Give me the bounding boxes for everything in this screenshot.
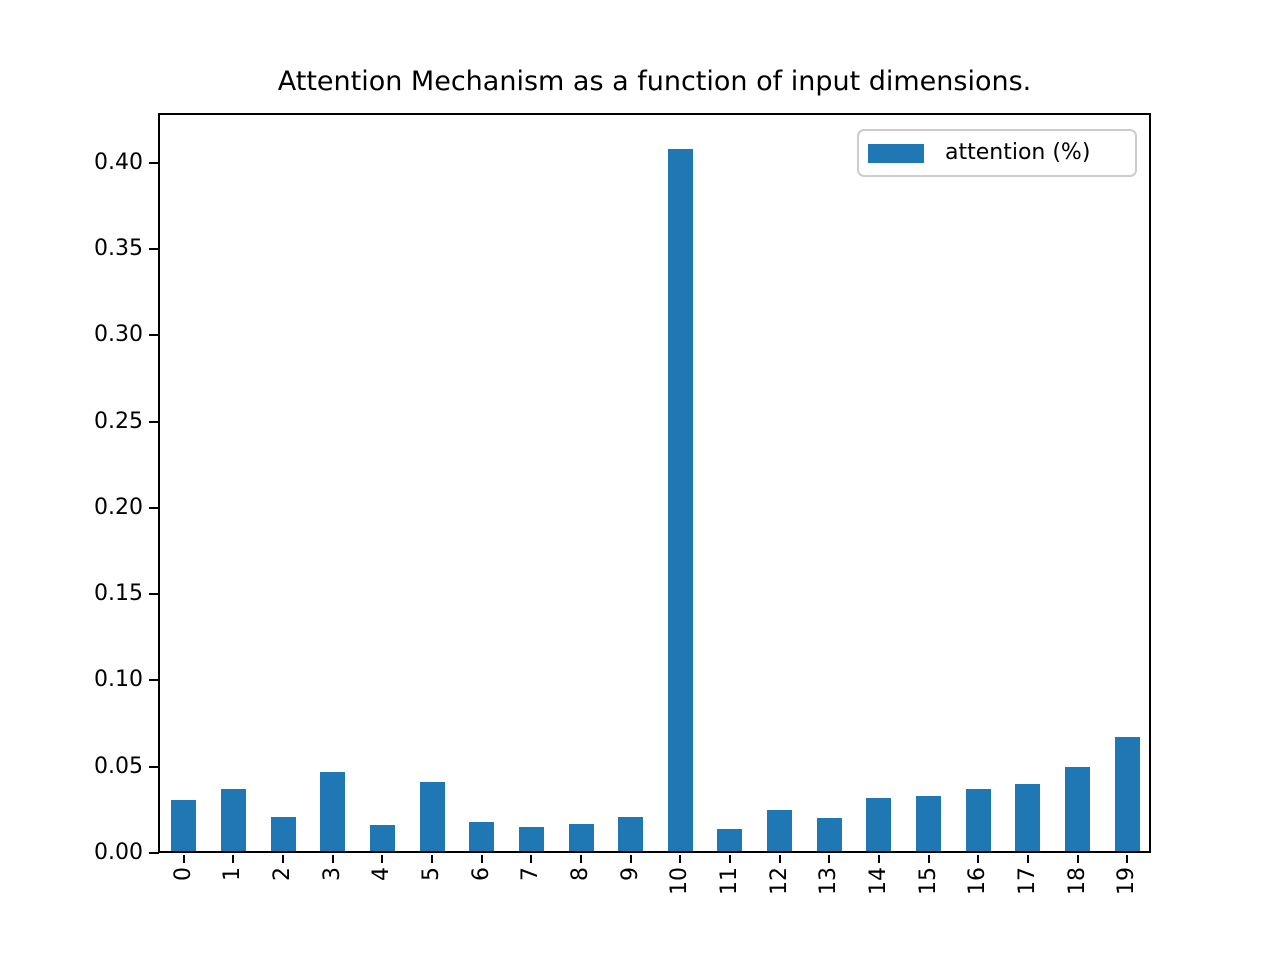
x-tick-mark [331,855,334,863]
x-tick-label: 11 [716,867,742,895]
x-tick-label: 9 [617,867,643,881]
bar-17 [1015,784,1041,853]
y-tick-label: 0.35 [94,236,143,261]
y-tick-mark [149,421,159,423]
x-tick-label: 8 [568,867,594,881]
legend-label: attention (%) [945,140,1091,165]
y-tick-mark [149,507,159,509]
bar-0 [171,800,197,853]
bar-16 [965,789,991,853]
x-tick-mark [1076,855,1079,863]
bar-4 [369,825,395,853]
x-tick-mark [877,855,880,863]
y-tick-mark [149,852,159,854]
y-tick-mark [149,593,159,595]
x-tick-label: 17 [1014,867,1040,895]
y-tick-label: 0.00 [94,840,143,865]
bar-18 [1065,767,1091,853]
y-tick-mark [149,162,159,164]
x-tick-mark [977,855,980,863]
bar-2 [270,817,296,853]
y-tick-label: 0.05 [94,754,143,779]
x-tick-mark [232,855,235,863]
y-tick-mark [149,766,159,768]
bar-12 [767,810,793,853]
y-tick-label: 0.40 [94,150,143,175]
x-tick-label: 3 [319,867,345,881]
x-tick-label: 10 [667,867,693,895]
legend: attention (%) [857,129,1137,177]
x-tick-label: 13 [816,867,842,895]
x-tick-label: 7 [518,867,544,881]
bar-6 [469,822,495,853]
bar-3 [320,772,346,853]
x-tick-mark [679,855,682,863]
x-tick-mark [431,855,434,863]
bar-9 [618,817,644,853]
x-tick-label: 18 [1064,867,1090,895]
bar-13 [816,818,842,853]
x-tick-label: 2 [270,867,296,881]
x-tick-mark [381,855,384,863]
bar-7 [518,827,544,853]
x-tick-label: 1 [220,867,246,881]
x-tick-mark [1026,855,1029,863]
y-tick-label: 0.25 [94,409,143,434]
bar-19 [1114,737,1140,853]
y-tick-label: 0.20 [94,495,143,520]
bar-8 [568,824,594,853]
x-tick-mark [1126,855,1129,863]
x-tick-mark [282,855,285,863]
x-tick-mark [828,855,831,863]
x-tick-mark [629,855,632,863]
x-tick-label: 4 [369,867,395,881]
x-tick-mark [927,855,930,863]
bar-10 [667,149,693,853]
x-tick-label: 19 [1114,867,1140,895]
x-tick-mark [182,855,185,863]
plot-area: attention (%) [158,113,1151,853]
x-tick-label: 0 [170,867,196,881]
chart-title: Attention Mechanism as a function of inp… [277,66,1032,97]
x-tick-label: 15 [915,867,941,895]
y-tick-mark [149,248,159,250]
bar-5 [419,782,445,853]
x-tick-mark [480,855,483,863]
x-tick-label: 12 [766,867,792,895]
x-tick-label: 5 [419,867,445,881]
x-tick-label: 16 [965,867,991,895]
bar-1 [220,789,246,853]
x-tick-label: 6 [468,867,494,881]
x-tick-mark [530,855,533,863]
bar-14 [866,798,892,853]
bar-11 [717,829,743,853]
x-tick-label: 14 [865,867,891,895]
bar-15 [916,796,942,853]
legend-swatch-icon [868,143,924,163]
y-tick-label: 0.30 [94,322,143,347]
x-tick-mark [580,855,583,863]
y-tick-label: 0.10 [94,667,143,692]
y-tick-mark [149,334,159,336]
x-tick-mark [728,855,731,863]
x-tick-mark [778,855,781,863]
y-tick-mark [149,679,159,681]
y-tick-label: 0.15 [94,581,143,606]
